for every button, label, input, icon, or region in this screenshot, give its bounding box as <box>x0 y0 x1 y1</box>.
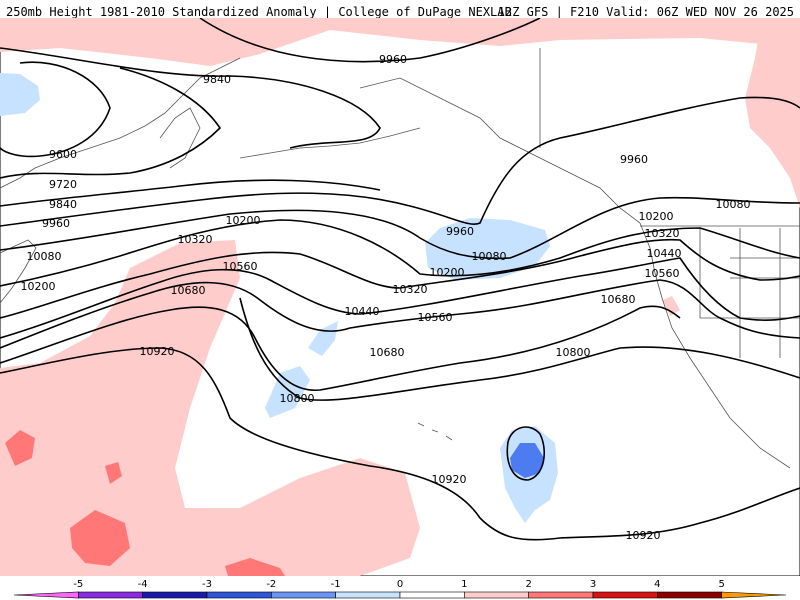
colorbar-tick-label: 5 <box>718 579 724 590</box>
label-10560-a: 10560 <box>223 260 258 273</box>
contour-10320-main <box>0 238 800 319</box>
positive-anomaly-strong-2 <box>70 510 130 566</box>
label-9720: 9720 <box>49 178 77 191</box>
label-10560-b: 10560 <box>418 311 453 324</box>
anomaly-shading <box>0 18 800 576</box>
kamchatka-coast <box>159 107 201 169</box>
model-valid-time: 12Z GFS | F210 Valid: 06Z WED NOV 26 202… <box>497 5 794 19</box>
negative-anomaly-cutoff-core <box>510 443 544 478</box>
colorbar-tick-label: -3 <box>202 579 212 590</box>
label-10080-a: 10080 <box>27 250 62 263</box>
contour-10920-main <box>0 347 800 541</box>
positive-anomaly-strong-3 <box>225 558 285 576</box>
height-contours <box>0 18 800 541</box>
colorbar-tick-labels: -5 -4 -3 -2 -1 0 1 2 3 4 5 <box>73 579 725 590</box>
height-anomaly-map: 9960 9840 9600 9720 9840 9960 10080 1020… <box>0 18 800 576</box>
label-10200-b: 10200 <box>226 214 261 227</box>
label-9960-c: 9960 <box>446 225 474 238</box>
label-10080-c: 10080 <box>716 198 751 211</box>
colorbar-tick-label: 1 <box>461 579 467 590</box>
colorbar-tick-label: 3 <box>590 579 596 590</box>
colorbar-swatch <box>142 591 208 599</box>
colorbar-swatches <box>13 591 787 599</box>
positive-anomaly-east <box>745 23 800 208</box>
positive-anomaly-west <box>0 240 420 576</box>
contour-cutoff-outer <box>506 426 546 481</box>
contour-9600 <box>0 61 111 158</box>
contour-10080-main <box>0 196 800 260</box>
colorbar-swatch <box>592 591 658 599</box>
label-10800-b: 10800 <box>556 346 591 359</box>
negative-anomaly-small-2 <box>265 366 310 418</box>
label-9840: 9840 <box>203 73 231 86</box>
label-10680-a: 10680 <box>171 284 206 297</box>
colorbar-tick-label: -4 <box>138 579 148 590</box>
contour-9960-north <box>199 18 541 63</box>
label-10920-c: 10920 <box>626 529 661 542</box>
label-10560-c: 10560 <box>645 267 680 280</box>
positive-anomaly-strong-1 <box>5 430 35 466</box>
alaska-coast <box>359 77 641 224</box>
label-10440-b: 10440 <box>647 247 682 260</box>
colorbar-swatch <box>335 591 401 599</box>
na-west-coast <box>639 222 791 469</box>
contour-9840-north <box>0 47 381 149</box>
japan-coast <box>0 239 37 304</box>
contour-10560-main <box>0 279 800 349</box>
label-10320-b: 10320 <box>393 283 428 296</box>
colorbar-swatch <box>206 591 272 599</box>
colorbar-swatch <box>721 591 787 599</box>
colorbar-swatch <box>271 591 336 599</box>
colorbar-tick-label: 0 <box>397 579 403 590</box>
hawaii-islands <box>417 422 453 441</box>
negative-anomaly-northwest <box>0 73 40 116</box>
label-9960-b: 9960 <box>42 217 70 230</box>
label-9600: 9600 <box>49 148 77 161</box>
label-10320-a: 10320 <box>178 233 213 246</box>
colorbar-swatch <box>13 591 79 599</box>
label-10200-c: 10200 <box>430 266 465 279</box>
negative-anomaly-small-1 <box>308 321 338 356</box>
label-10920-a: 10920 <box>140 345 175 358</box>
colorbar-tick-label: -2 <box>266 579 276 590</box>
label-10800-a: 10800 <box>280 392 315 405</box>
contour-10680-main <box>0 305 681 391</box>
negative-anomaly-gulf <box>425 218 550 280</box>
colorbar-tick-label: 2 <box>525 579 531 590</box>
aleutian-chain <box>239 127 421 159</box>
colorbar-swatch <box>657 591 722 599</box>
positive-anomaly-strong-4 <box>105 462 122 484</box>
contour-labels: 9960 9840 9600 9720 9840 9960 10080 1020… <box>21 53 751 542</box>
contour-10200-main <box>0 219 800 287</box>
label-10920-b: 10920 <box>432 473 467 486</box>
positive-anomaly-north <box>0 18 800 66</box>
label-9840-b: 9840 <box>49 198 77 211</box>
label-10440-a: 10440 <box>345 305 380 318</box>
contour-9840-main <box>0 179 381 207</box>
positive-anomaly-coast <box>663 296 680 316</box>
contour-10800-main <box>239 297 800 401</box>
colorbar-swatch <box>464 591 529 599</box>
canada-border <box>539 48 800 227</box>
colorbar-tick-label: -5 <box>73 579 83 590</box>
map-title: 250mb Height 1981-2010 Standardized Anom… <box>6 5 512 19</box>
colorbar-tick-label: 4 <box>654 579 660 590</box>
contour-10440-main <box>0 257 800 339</box>
label-10680-b: 10680 <box>370 346 405 359</box>
colorbar-tick-label: -1 <box>331 579 341 590</box>
label-10680-c: 10680 <box>601 293 636 306</box>
contour-9720 <box>0 67 222 179</box>
label-9960-a: 9960 <box>379 53 407 66</box>
us-state-lines <box>699 228 800 358</box>
colorbar-swatch <box>528 591 594 599</box>
label-10200-d: 10200 <box>639 210 674 223</box>
label-10200-a: 10200 <box>21 280 56 293</box>
label-10320-c: 10320 <box>645 227 680 240</box>
label-10080-b: 10080 <box>472 250 507 263</box>
anomaly-colorbar: -5 -4 -3 -2 -1 0 1 2 3 4 5 <box>13 579 787 599</box>
contour-9960-main <box>0 96 800 227</box>
colorbar-swatch <box>399 591 465 599</box>
label-9960-d: 9960 <box>620 153 648 166</box>
colorbar-swatch <box>78 591 143 599</box>
